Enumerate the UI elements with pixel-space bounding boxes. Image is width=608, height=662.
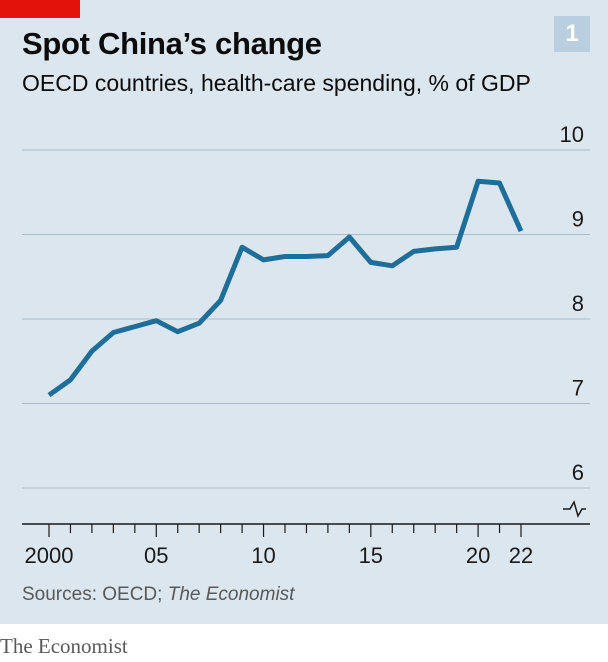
- x-tick-label: 20: [466, 543, 490, 568]
- x-tick-label: 22: [509, 543, 533, 568]
- x-tick-label: 10: [251, 543, 275, 568]
- chart-number-badge: 1: [554, 16, 590, 52]
- y-tick-label: 10: [560, 122, 584, 147]
- chart-subtitle: OECD countries, health-care spending, % …: [22, 70, 531, 96]
- y-tick-label: 7: [572, 376, 584, 401]
- x-tick-label: 05: [144, 543, 168, 568]
- y-tick-label: 6: [572, 460, 584, 485]
- series-line: [47, 178, 524, 398]
- x-tick-label: 2000: [25, 543, 74, 568]
- x-tick-label: 15: [359, 543, 383, 568]
- y-tick-label: 9: [572, 207, 584, 232]
- line-chart: 10 9 8 7 6 2000 05 10 15 20 22: [22, 122, 590, 568]
- chart-panel: [0, 0, 608, 624]
- axis-break-icon: [563, 500, 586, 518]
- chart-title: Spot China’s change: [22, 26, 322, 61]
- red-accent-tag: [0, 0, 80, 18]
- source-note: Sources: OECD; The Economist: [22, 584, 294, 606]
- source-prefix: Sources: OECD;: [22, 584, 168, 605]
- brand-wordmark: The Economist: [0, 634, 128, 658]
- y-tick-label: 8: [572, 291, 584, 316]
- source-italic: The Economist: [167, 584, 295, 605]
